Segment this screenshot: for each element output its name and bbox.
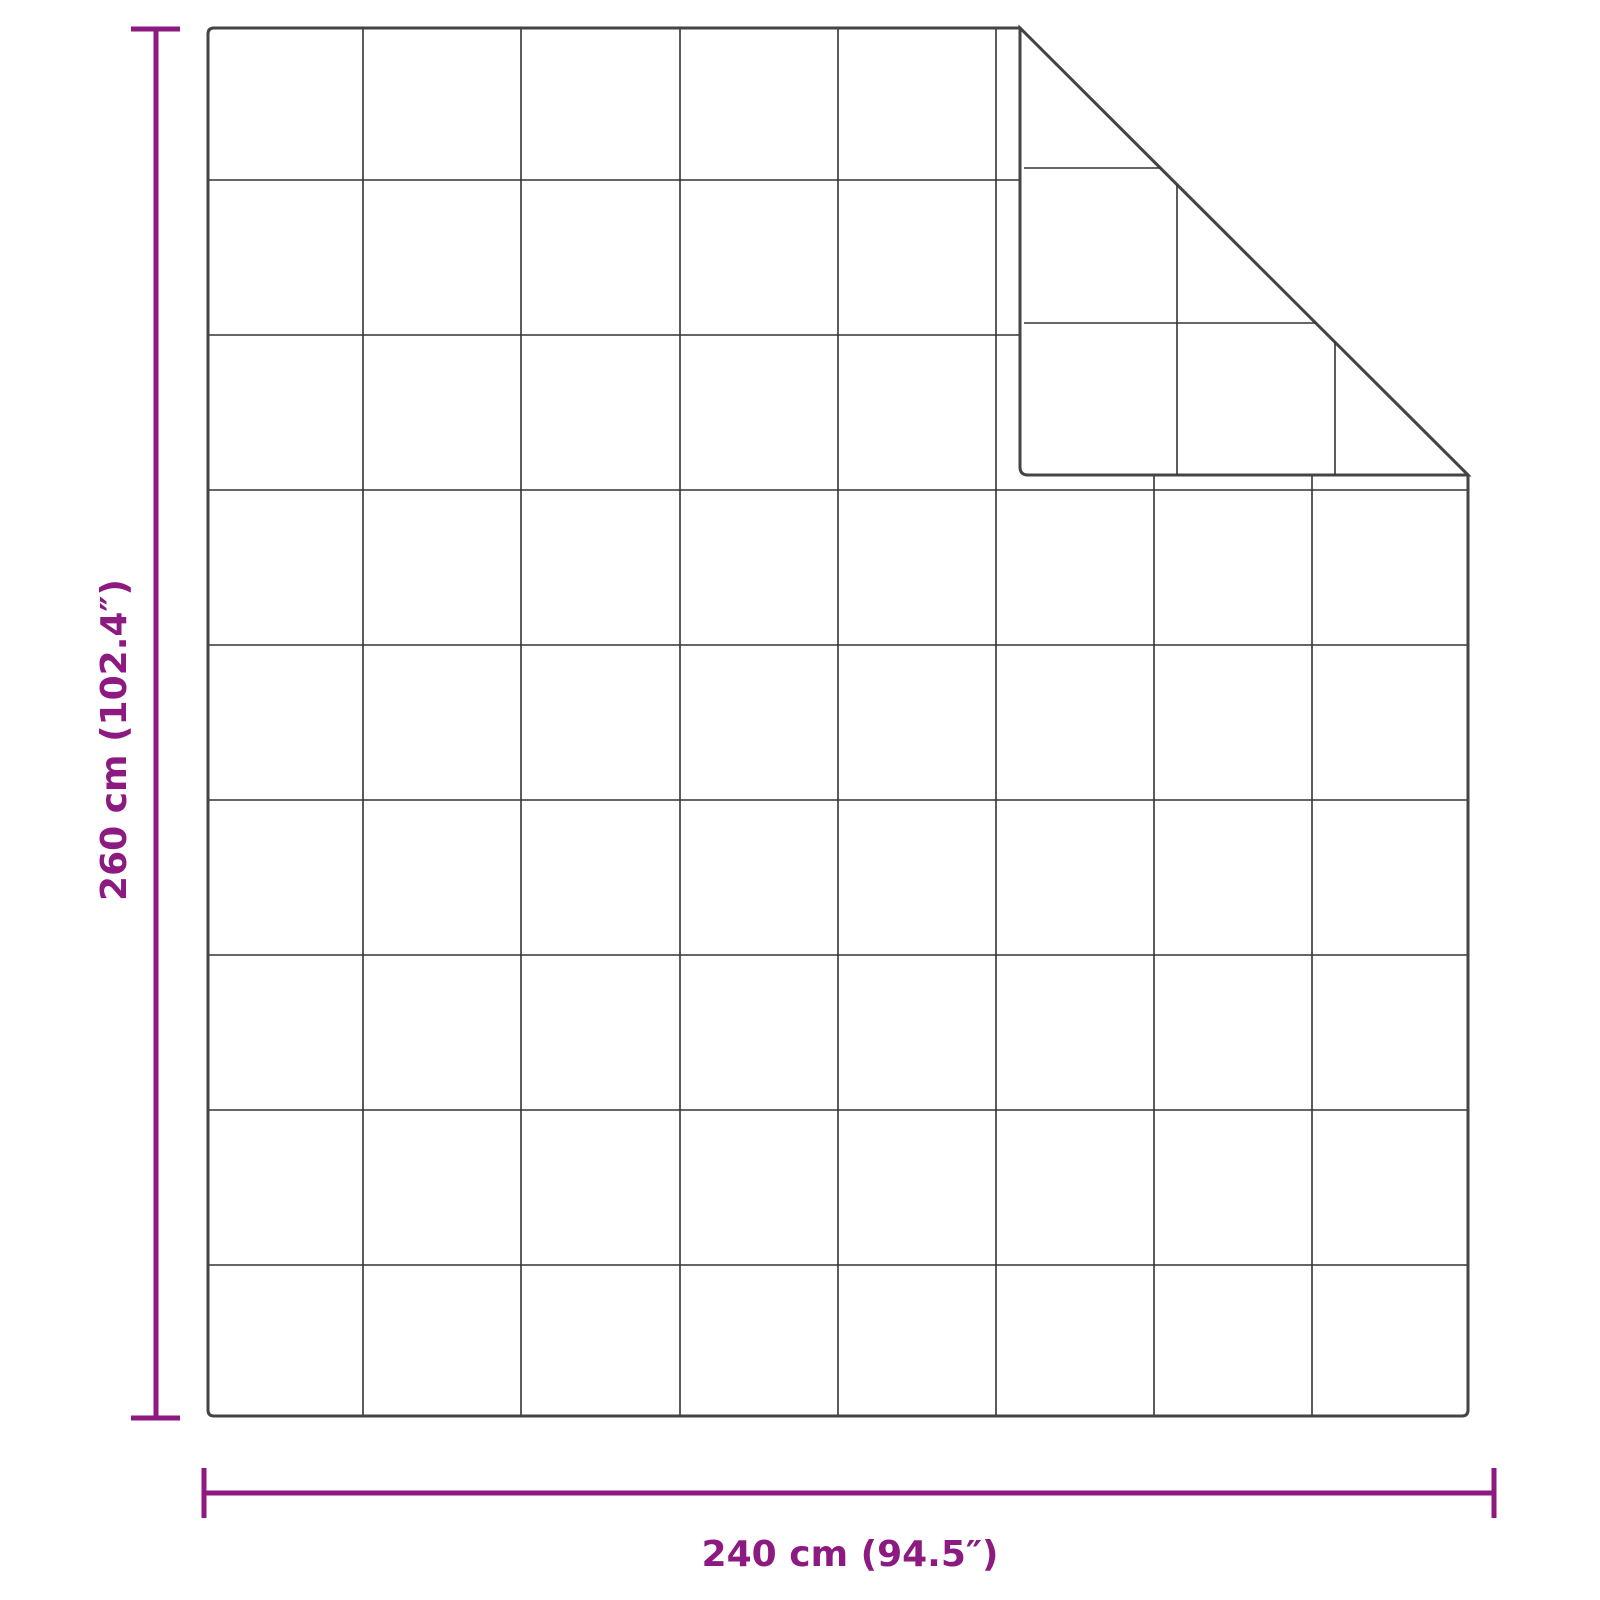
folded-corner-flap <box>1018 24 1472 477</box>
quilt-grid <box>208 28 1468 1416</box>
width-dimension-line <box>201 1468 1497 1518</box>
width-label: 240 cm (94.5″) <box>702 1534 999 1575</box>
quilt-outline <box>206 26 1470 1418</box>
flap-outline <box>1018 24 1472 477</box>
height-label: 260 cm (102.4″) <box>94 579 135 901</box>
height-dimension-line <box>131 26 180 1421</box>
